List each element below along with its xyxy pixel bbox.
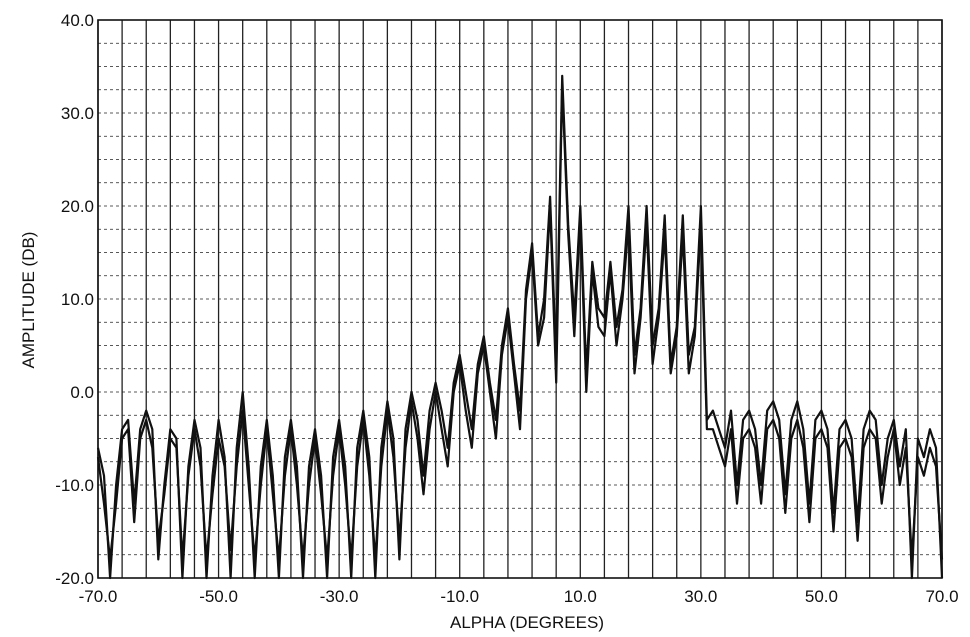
y-tick-label: 40.0 [61,11,94,30]
x-tick-label: 10.0 [564,587,597,606]
y-tick-label: 30.0 [61,104,94,123]
x-tick-label: -70.0 [79,587,118,606]
y-tick-label: 20.0 [61,197,94,216]
tick-labels: -70.0 -50.0 -30.0 -10.0 10.0 30.0 50.0 70.0 -20.… [55,11,958,606]
series-line-2 [96,83,944,561]
plot-frame [97,19,943,579]
x-tick-label: 30.0 [684,587,717,606]
y-tick-label: -10.0 [55,476,94,495]
x-tick-label: -10.0 [440,587,479,606]
series-group [96,74,944,580]
y-tick-label: -20.0 [55,569,94,588]
x-tick-label: 50.0 [805,587,838,606]
y-tick-label: 10.0 [61,290,94,309]
x-tick-label: -30.0 [320,587,359,606]
y-tick-label: 0.0 [70,383,94,402]
x-tick-label: 70.0 [925,587,958,606]
y-axis-label: AMPLITUDE (DB) [19,232,38,369]
x-axis-label: ALPHA (DEGREES) [450,613,604,632]
x-tick-label: -50.0 [199,587,238,606]
